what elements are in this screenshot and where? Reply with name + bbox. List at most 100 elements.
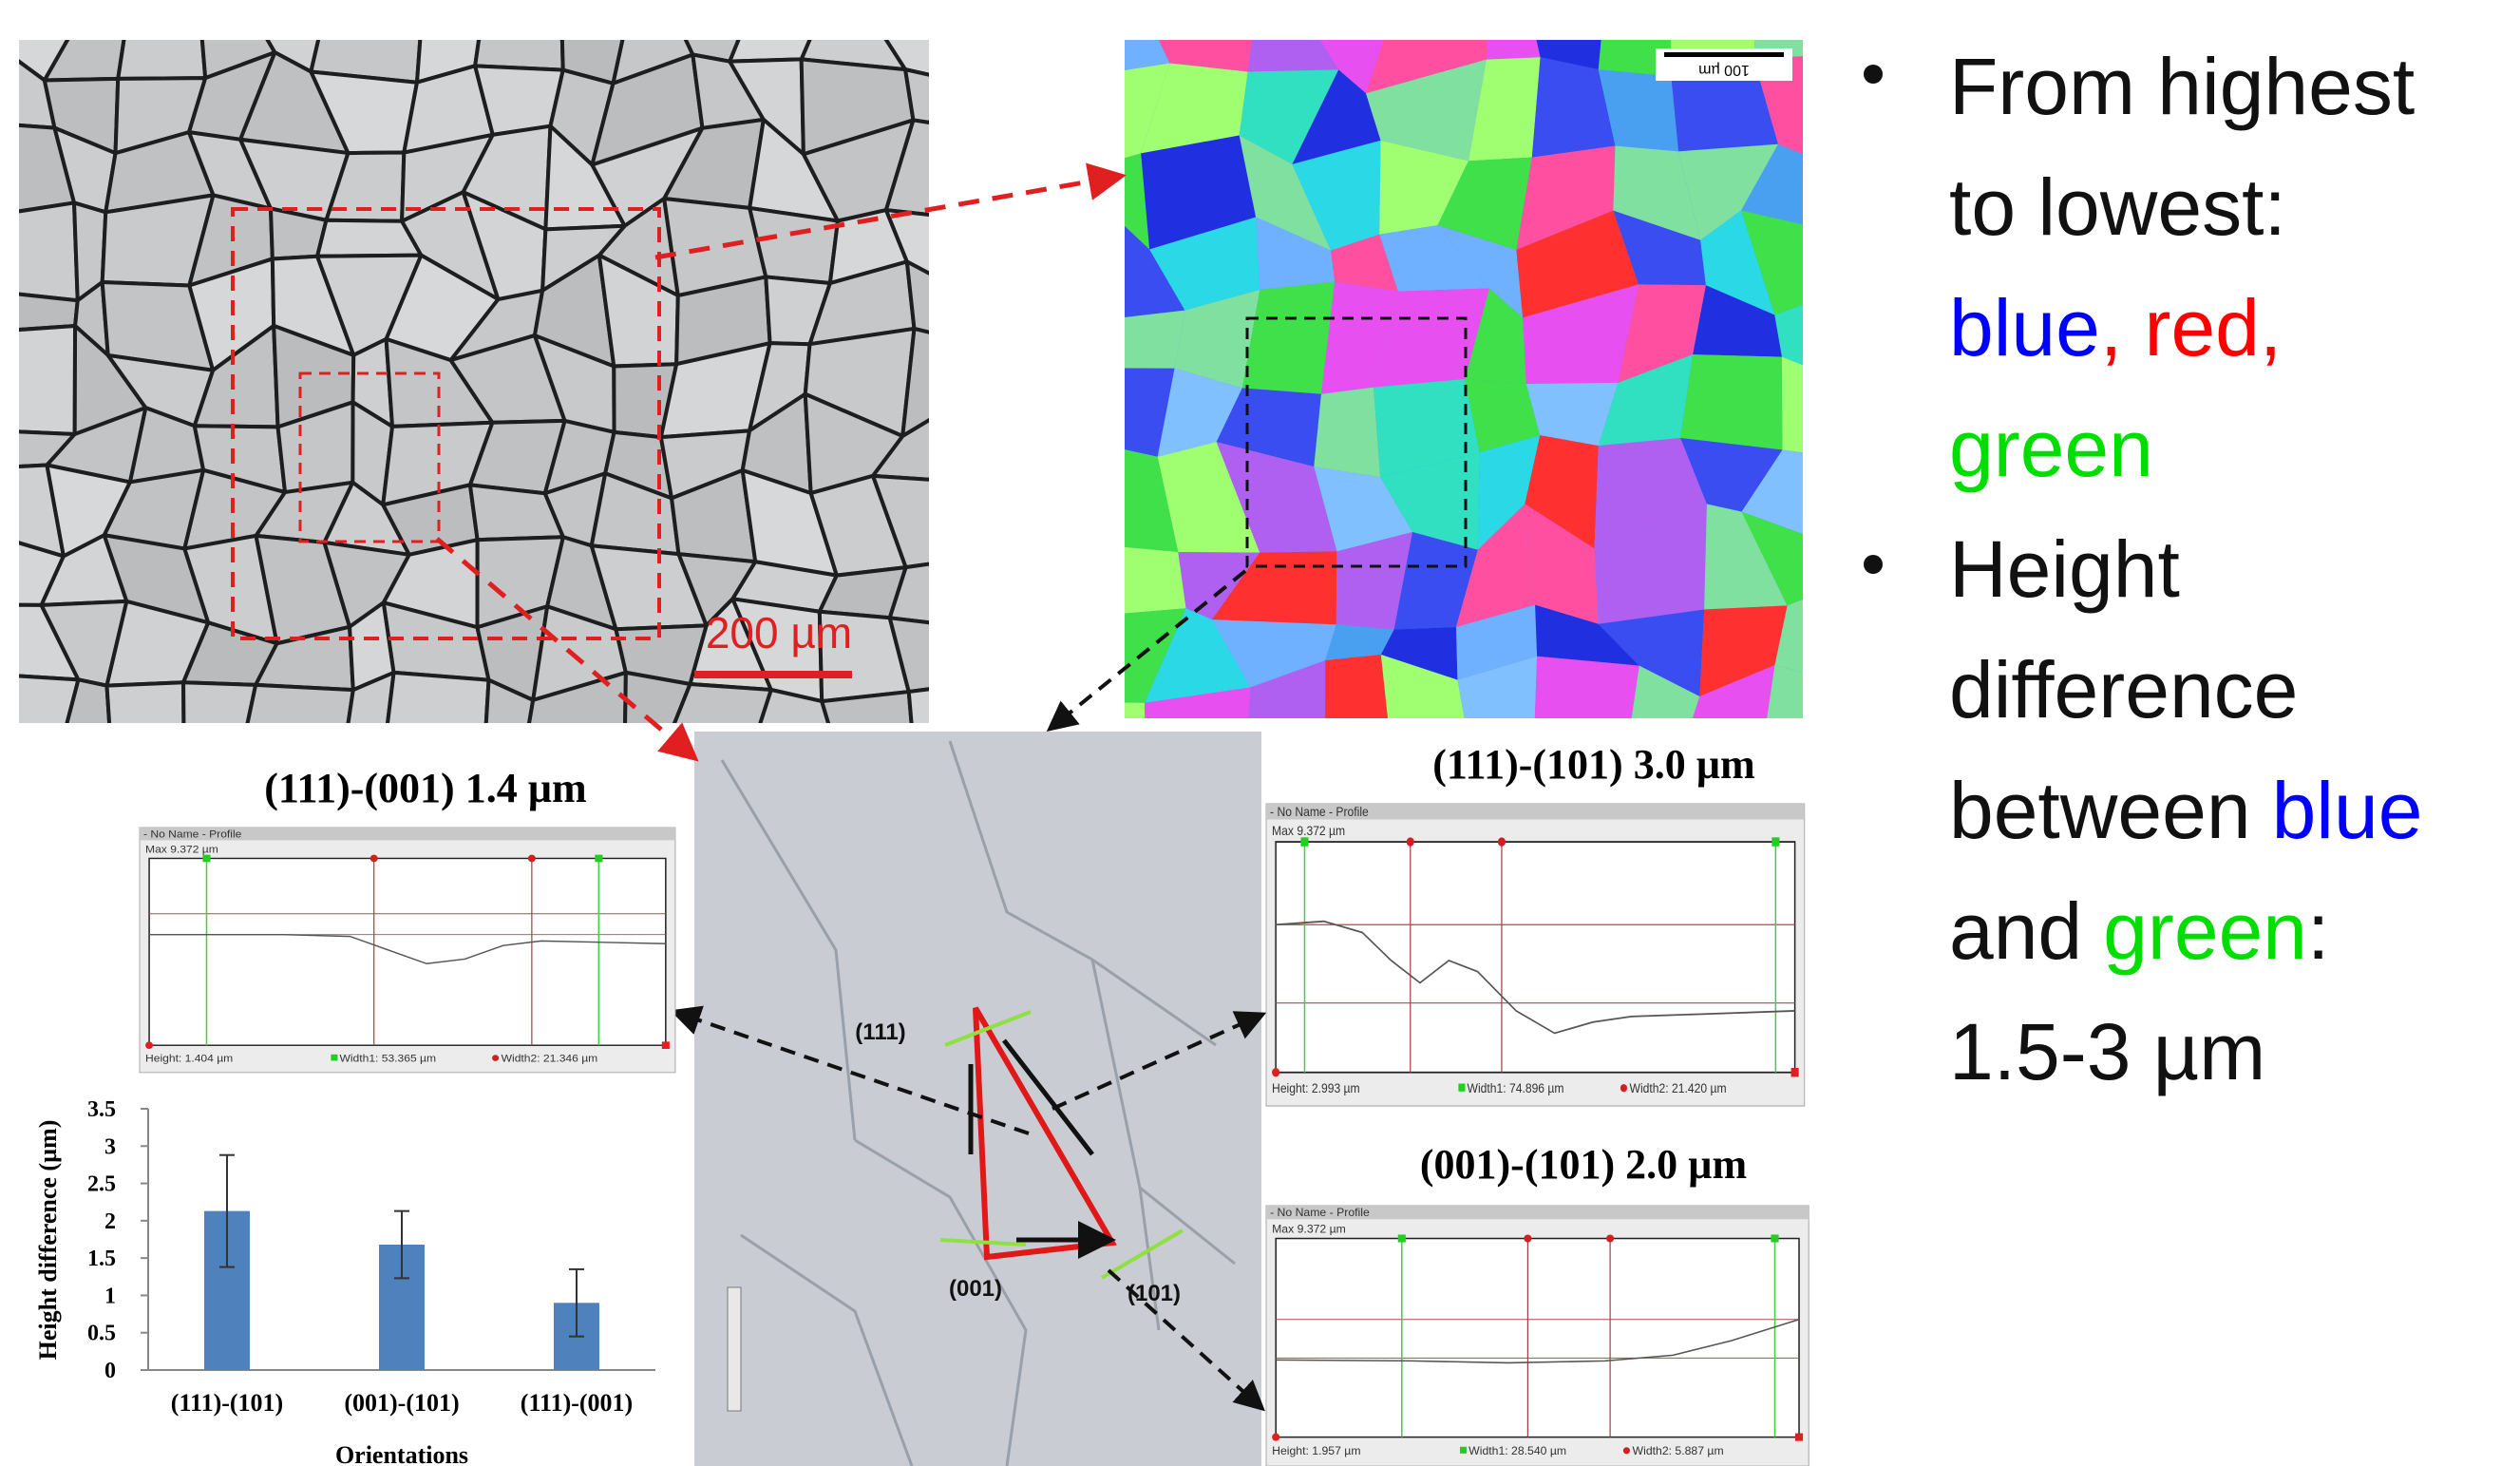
cursor-marker	[595, 855, 602, 863]
y-tick-label: 3	[104, 1134, 116, 1159]
color-word: , red,	[2100, 283, 2282, 372]
grain	[1248, 0, 1338, 71]
bullet-text: between	[1949, 766, 2251, 855]
cursor-marker	[1606, 1234, 1614, 1242]
max-label: Max 9.372 µm	[1272, 823, 1345, 838]
grain	[0, 326, 75, 434]
x-tick-label: (111)-(101)	[171, 1389, 283, 1417]
grain	[749, 208, 838, 283]
width2-key	[1623, 1447, 1630, 1454]
optical-image: 200 µm	[0, 0, 982, 781]
grain	[183, 682, 256, 764]
y-tick-label: 3.5	[87, 1097, 116, 1122]
grain-boundaries	[0, 0, 982, 781]
bullet-text: to lowest:	[1949, 162, 2286, 252]
orientation-label: (111)	[855, 1019, 905, 1045]
y-tick-label: 2	[104, 1209, 116, 1234]
end-marker	[145, 1041, 153, 1049]
grain	[311, 0, 424, 83]
cursor-marker	[1407, 837, 1414, 846]
cursor-marker	[528, 855, 536, 863]
sem-info-strip	[728, 1287, 741, 1411]
profile-title: (001)-(101) 2.0 µm	[1420, 1141, 1747, 1188]
width2-label: Width2: 5.887 µm	[1633, 1444, 1724, 1457]
width1-label: Width1: 53.365 µm	[339, 1053, 436, 1065]
bullet-list: From highest to lowest: blue, red, green…	[1864, 42, 2422, 1096]
end-marker	[662, 1041, 670, 1049]
y-tick-label: 2.5	[87, 1172, 116, 1197]
ebsd-map: 100 µm	[1061, 0, 1863, 776]
grain	[1314, 388, 1380, 478]
grain	[0, 202, 78, 300]
grain	[1073, 311, 1184, 369]
scale-label: 100 µm	[1698, 62, 1750, 78]
grain	[118, 0, 205, 79]
height-label: Height: 1.957 µm	[1272, 1444, 1360, 1457]
bullet-text: 1.5-3 µm	[1949, 1007, 2265, 1096]
width2-key	[1620, 1084, 1627, 1092]
sem-image: (111) (001) (101)	[694, 732, 1261, 1466]
scale-bar	[1664, 52, 1784, 57]
x-axis-label: Orientations	[335, 1441, 468, 1466]
width2-key	[492, 1055, 499, 1061]
cursor-marker	[1498, 837, 1506, 846]
y-tick-label: 1	[104, 1284, 116, 1308]
profile-plot	[149, 858, 666, 1045]
panel-header-text: - No Name - Profile	[143, 828, 242, 841]
scale-bar	[694, 671, 852, 678]
bullet-dot	[1864, 65, 1883, 84]
bullet-text: From highest	[1949, 42, 2415, 131]
grain	[905, 69, 962, 125]
profile-title: (111)-(001) 1.4 µm	[264, 765, 586, 811]
profile-panel: - No Name - Profile Max 9.372 µm Height: 2…	[1266, 804, 1805, 1106]
bar-chart: Height difference (µm) Orientations 0 0.5…	[34, 1097, 655, 1466]
cursor-marker	[370, 855, 378, 863]
panel-header-text: - No Name - Profile	[1270, 1206, 1370, 1219]
end-marker	[1795, 1434, 1803, 1441]
max-label: Max 9.372 µm	[1272, 1222, 1346, 1235]
profile-panel: - No Name - Profile Max 9.372 µm Height: 1…	[140, 828, 675, 1073]
height-label: Height: 2.993 µm	[1272, 1080, 1360, 1095]
width1-label: Width1: 74.896 µm	[1468, 1080, 1564, 1095]
grain	[106, 682, 183, 764]
width1-key	[1460, 1447, 1467, 1454]
grain	[244, 685, 353, 778]
color-word: blue	[2272, 766, 2423, 855]
profile-plot	[1276, 842, 1794, 1073]
grain	[1782, 357, 1863, 460]
width1-key	[331, 1055, 337, 1061]
y-tick-label: 0	[104, 1359, 116, 1383]
y-axis-label: Height difference (µm)	[34, 1120, 62, 1361]
cursor-marker	[1771, 1234, 1778, 1242]
cursor-marker	[1398, 1234, 1406, 1242]
grains	[1061, 0, 1863, 776]
profile-plot	[1276, 1239, 1799, 1437]
slide: 200 µm 100 µm (111) (001) (101) (111)-(0…	[0, 0, 2520, 1466]
panel-header-text: - No Name - Profile	[1270, 804, 1369, 819]
height-label: Height: 1.404 µm	[145, 1053, 233, 1065]
grain	[907, 261, 983, 338]
bullet-text: blue, red,	[1949, 283, 2282, 372]
color-word: green	[2103, 886, 2307, 976]
max-label: Max 9.372 µm	[145, 844, 218, 856]
cursor-marker	[1524, 1234, 1531, 1242]
bullet-text: Height	[1949, 524, 2180, 614]
cursor-marker	[202, 855, 210, 863]
grain	[1680, 354, 1782, 449]
scale-label: 200 µm	[706, 608, 852, 657]
color-word: green	[1949, 404, 2153, 493]
profile-title: (111)-(101) 3.0 µm	[1432, 741, 1754, 788]
end-marker	[1272, 1434, 1279, 1441]
grain	[475, 0, 563, 70]
orientation-label: (001)	[949, 1276, 1002, 1302]
profile-panel: - No Name - Profile Max 9.372 µm Height: 1…	[1266, 1206, 1809, 1466]
grain	[902, 329, 972, 436]
end-marker	[1272, 1068, 1279, 1076]
y-tick-label: 1.5	[87, 1247, 116, 1271]
x-tick-label: (001)-(101)	[344, 1389, 459, 1417]
cursor-marker	[1300, 837, 1308, 846]
grain	[1073, 368, 1174, 456]
y-tick-label: 0.5	[87, 1322, 116, 1346]
cursor-marker	[1772, 837, 1779, 846]
